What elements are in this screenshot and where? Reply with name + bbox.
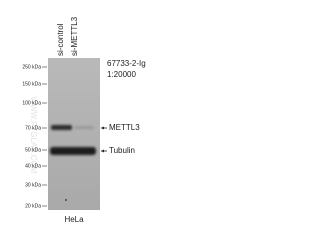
marker-label: 100 kDa (22, 100, 41, 106)
band (74, 126, 94, 129)
band (51, 125, 72, 130)
band-label: Tubulin (109, 146, 135, 155)
watermark: WWW.PTGLAB.COM (29, 97, 38, 174)
marker-label: 150 kDa (22, 81, 41, 87)
blot-figure: si-control si-METTL3 67733-2-Ig 1:20000 … (22, 16, 146, 224)
marker-label: 30 kDa (25, 182, 41, 188)
marker-label: 70 kDa (25, 125, 41, 131)
arrow (101, 126, 104, 130)
marker-label: 20 kDa (25, 203, 41, 209)
band-label: METTL3 (109, 123, 140, 132)
lane-label: si-control (56, 23, 65, 56)
lane-label: si-METTL3 (70, 16, 79, 56)
dilution: 1:20000 (107, 70, 136, 79)
marker-label: 50 kDa (25, 147, 41, 153)
arrow (101, 149, 104, 153)
cell-line: HeLa (64, 215, 84, 224)
band (50, 147, 96, 155)
antibody: 67733-2-Ig (107, 59, 146, 68)
marker-label: 40 kDa (25, 163, 41, 169)
speck (65, 199, 67, 201)
membrane (48, 58, 100, 210)
marker-label: 250 kDa (22, 64, 41, 70)
